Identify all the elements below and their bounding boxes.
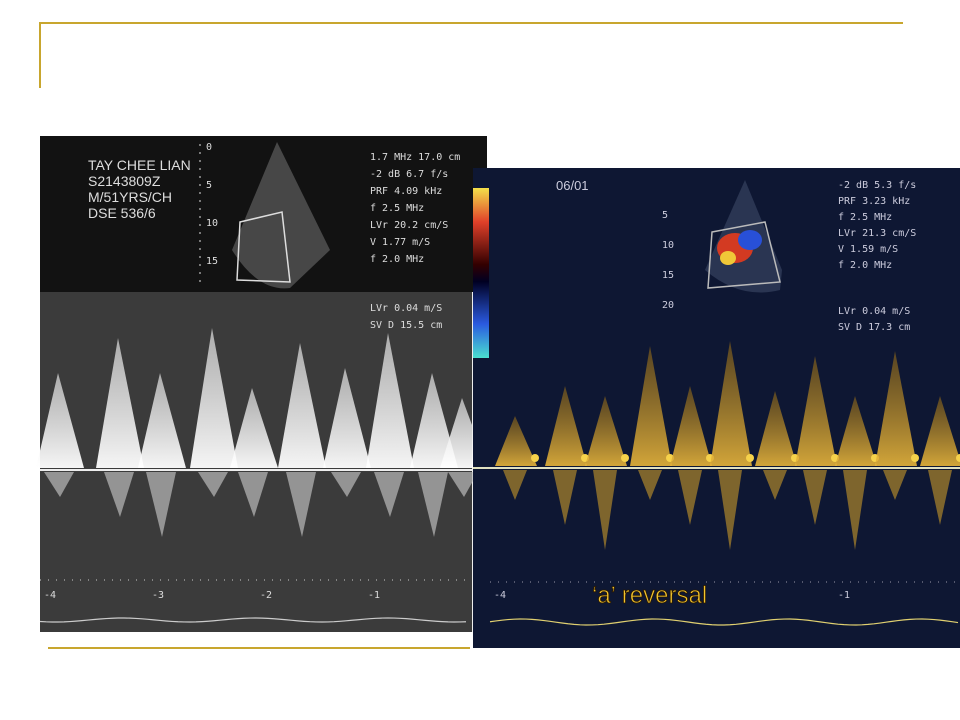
flow-reversal	[803, 470, 827, 525]
flow-peak	[920, 396, 960, 466]
scan-setting: SV D 15.5 cm	[370, 320, 442, 331]
scan-setting: LVr 21.3 cm/S	[838, 228, 916, 239]
scan-date: 06/01	[556, 178, 589, 193]
flow-peak	[495, 416, 537, 466]
flow-peak	[710, 341, 752, 466]
time-label: -1	[838, 590, 850, 601]
signal-dot	[956, 454, 960, 462]
flow-reversal	[638, 470, 662, 500]
flow-peak	[755, 391, 797, 466]
flow-reversal	[928, 470, 952, 525]
scan-setting: V 1.59 m/S	[838, 244, 898, 255]
depth-label: 15	[206, 256, 218, 267]
scan-setting: PRF 4.09 kHz	[370, 186, 442, 197]
flow-reversal	[286, 472, 316, 537]
scan-setting: LVr 0.04 m/S	[838, 306, 910, 317]
flow-peak	[545, 386, 587, 466]
depth-label: 5	[206, 180, 212, 191]
flow-peak	[96, 338, 144, 468]
time-label: -4	[44, 590, 56, 601]
flow-reversal	[198, 472, 228, 497]
ecg-trace	[39, 617, 467, 623]
signal-dot	[746, 454, 754, 462]
depth-label: 10	[662, 240, 674, 251]
flow-reversal	[448, 472, 478, 497]
flow-peak	[875, 351, 917, 466]
patient-info: M/51YRS/CH	[88, 189, 172, 205]
flow-reversal	[418, 472, 448, 537]
patient-info: DSE 536/6	[88, 205, 156, 221]
scan-setting: LVr 20.2 cm/S	[370, 220, 448, 231]
flow-reversal	[238, 472, 268, 517]
depth-label: 20	[662, 300, 674, 311]
flow-peak	[138, 373, 186, 468]
patient-info: S2143809Z	[88, 173, 161, 189]
flow-reversal	[718, 470, 742, 550]
signal-dot	[621, 454, 629, 462]
flow-peak	[36, 373, 84, 468]
flow-peak	[230, 388, 278, 468]
time-label: -3	[152, 590, 164, 601]
flow-reversal	[503, 470, 527, 500]
flow-peak	[190, 328, 238, 468]
scan-setting: V 1.77 m/S	[370, 237, 430, 248]
flow-peak	[835, 396, 877, 466]
doppler-image-left	[36, 136, 488, 632]
ecg-trace	[489, 618, 959, 626]
flow-reversal	[843, 470, 867, 550]
caption: ‘a’ reversal	[592, 582, 707, 609]
scan-setting: -2 dB 5.3 f/s	[838, 180, 916, 191]
flow-reversal	[331, 472, 361, 497]
scan-setting: f 2.5 MHz	[370, 203, 424, 214]
depth-label: 0	[206, 142, 212, 153]
flow-peak	[278, 343, 326, 468]
time-label: -2	[260, 590, 272, 601]
flow-peak	[366, 333, 414, 468]
doppler-image-right	[473, 168, 960, 648]
time-label: -1	[368, 590, 380, 601]
flow-reversal	[678, 470, 702, 525]
depth-label: 5	[662, 210, 668, 221]
depth-label: 10	[206, 218, 218, 229]
flow-peak	[630, 346, 672, 466]
scan-setting: PRF 3.23 kHz	[838, 196, 910, 207]
flow-reversal	[763, 470, 787, 500]
flow-reversal	[593, 470, 617, 550]
signal-dot	[911, 454, 919, 462]
patient-info: TAY CHEE LIAN	[88, 157, 191, 173]
scan-setting: f 2.5 MHz	[838, 212, 892, 223]
flow-peak	[585, 396, 627, 466]
flow-reversal	[44, 472, 74, 497]
flow-reversal	[104, 472, 134, 517]
flow-reversal	[883, 470, 907, 500]
flow-peak	[323, 368, 371, 468]
flow-peak	[670, 386, 712, 466]
scan-setting: SV D 17.3 cm	[838, 322, 910, 333]
scan-setting: LVr 0.04 m/S	[370, 303, 442, 314]
flow-peak	[795, 356, 837, 466]
flow-reversal	[553, 470, 577, 525]
flow-peak	[410, 373, 458, 468]
flow-reversal	[374, 472, 404, 517]
signal-dot	[531, 454, 539, 462]
time-label: -4	[494, 590, 506, 601]
scan-setting: 1.7 MHz 17.0 cm	[370, 152, 460, 163]
flow-reversal	[146, 472, 176, 537]
scan-setting: f 2.0 MHz	[370, 254, 424, 265]
right-labels: 06/01 -2 dB 5.3 f/s PRF 3.23 kHz f 2.5 MHz L…	[494, 178, 916, 601]
scan-setting: -2 dB 6.7 f/s	[370, 169, 448, 180]
scan-setting: f 2.0 MHz	[838, 260, 892, 271]
depth-label: 15	[662, 270, 674, 281]
